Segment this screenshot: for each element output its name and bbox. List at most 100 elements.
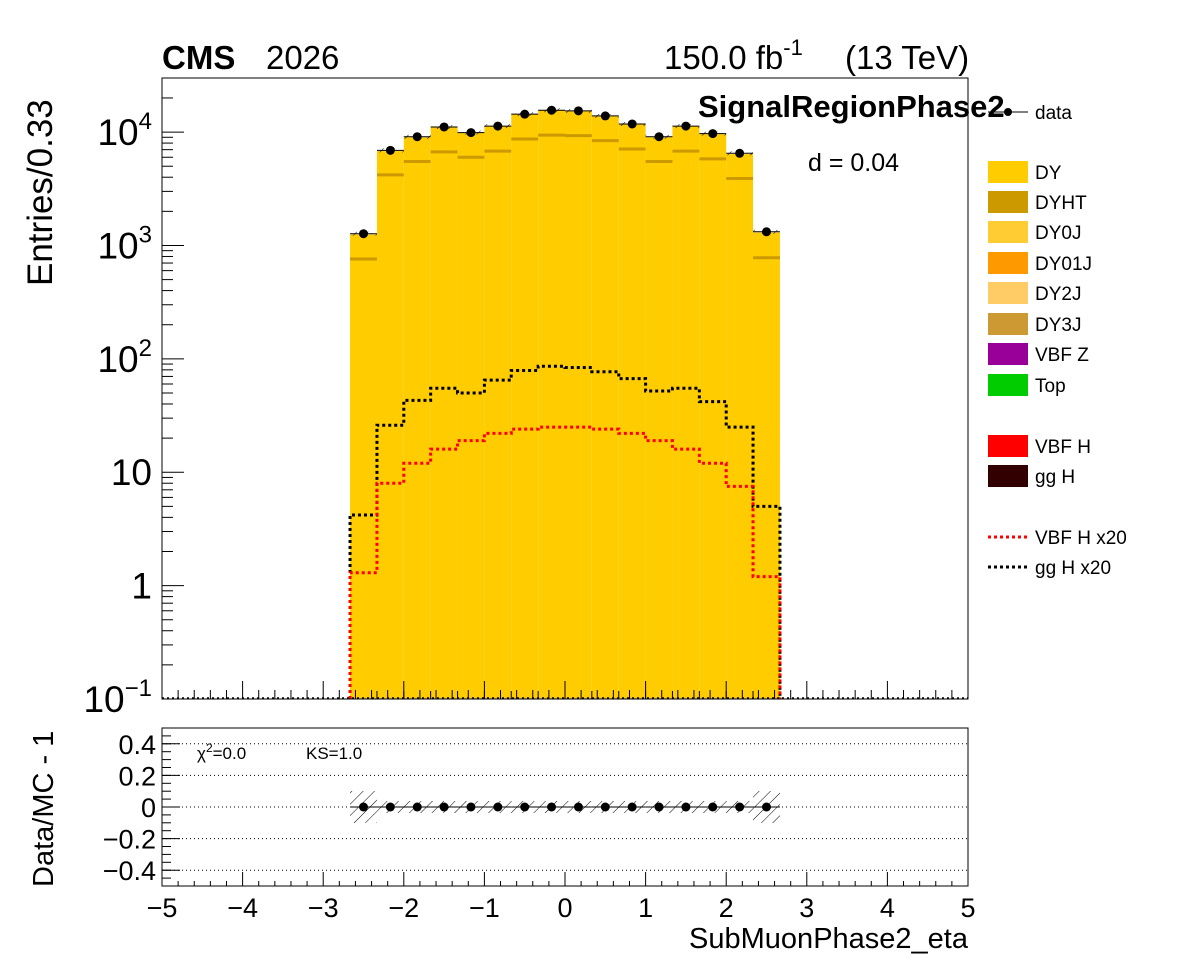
ratio-y-tick-label: −0.4 — [103, 856, 156, 886]
x-tick-label: −4 — [227, 893, 258, 923]
data-point — [520, 109, 530, 119]
data-point — [493, 121, 503, 131]
x-tick-label: 4 — [880, 893, 895, 923]
y-axis-title: Entries/0.33 — [21, 99, 60, 286]
dy-bar — [618, 124, 646, 699]
ratio-point — [439, 802, 449, 812]
x-tick-label: −5 — [147, 893, 178, 923]
legend-label: DY — [1035, 163, 1062, 184]
data-point — [681, 121, 691, 131]
data-point — [547, 105, 557, 115]
x-axis-title: SubMuonPhase2_eta — [689, 923, 969, 955]
legend-label: Top — [1035, 376, 1066, 397]
lumi-value: 150.0 fb — [664, 39, 783, 76]
ratio-point — [412, 802, 422, 812]
legend-swatch — [1004, 108, 1012, 116]
legend-swatch — [988, 221, 1028, 243]
data-point — [573, 106, 583, 116]
x-tick-label: 2 — [719, 893, 734, 923]
dy-bar — [699, 134, 727, 700]
y-tick-label: 10 — [111, 452, 152, 493]
d-value-label: d = 0.04 — [808, 149, 899, 177]
ratio-y-tick-label: 0 — [141, 793, 156, 823]
x-tick-label: −1 — [469, 893, 500, 923]
period-label: 2026 — [266, 39, 339, 76]
data-point — [735, 148, 745, 158]
y-tick-label: 102 — [97, 335, 152, 380]
legend-label: DYHT — [1035, 193, 1087, 214]
legend: data DY DYHT DY0J DY01J DY2J DY3J VBF Z Top VBF H… — [988, 103, 1127, 579]
y-tick-label: 1 — [131, 566, 152, 607]
data-point — [600, 111, 610, 121]
legend-label: gg H x20 — [1035, 558, 1111, 579]
ratio-point — [359, 802, 368, 812]
data-point — [654, 132, 664, 142]
chi2-label: χ2=0.0 — [197, 741, 246, 763]
vbf-h-x20-line — [348, 425, 782, 699]
ks-label: KS=1.0 — [306, 744, 362, 763]
x-tick-label: 5 — [960, 893, 975, 923]
data-point — [627, 119, 637, 129]
y-tick-label: 104 — [97, 108, 152, 153]
legend-swatch — [988, 465, 1028, 487]
legend-swatch — [988, 161, 1028, 183]
ratio-point — [735, 802, 745, 812]
ratio-point — [493, 802, 503, 812]
ratio-point — [708, 802, 718, 812]
ratio-point — [573, 802, 583, 812]
legend-label: DY3J — [1035, 315, 1081, 336]
dy-bar — [511, 114, 539, 699]
ratio-point — [466, 802, 476, 812]
lumi-label: 150.0 fb-1 — [664, 35, 803, 76]
legend-swatch — [988, 191, 1028, 213]
data-point — [385, 145, 395, 155]
dy-bar — [538, 110, 565, 699]
main-plot-layer — [162, 105, 968, 700]
ratio-point — [520, 802, 530, 812]
chi2-value: =0.0 — [213, 744, 247, 763]
ratio-y-axis-title: Data/MC - 1 — [28, 731, 60, 887]
dy-bar — [457, 133, 485, 699]
dy-bar — [430, 127, 458, 700]
data-point — [359, 229, 368, 239]
x-tick-label: −3 — [308, 893, 339, 923]
dy-bar — [645, 137, 673, 700]
chi2-exponent: 2 — [206, 741, 213, 755]
legend-label: data — [1035, 103, 1072, 124]
data-point — [708, 129, 718, 139]
y-tick-label: 10−1 — [83, 675, 152, 720]
x-tick-label: 1 — [638, 893, 653, 923]
ratio-point — [654, 802, 664, 812]
legend-swatch — [988, 374, 1028, 396]
chi2-symbol: χ — [197, 744, 206, 763]
dy-bar — [484, 126, 512, 699]
x-tick-label: 3 — [799, 893, 814, 923]
dy-bar — [350, 234, 377, 699]
lumi-exponent: -1 — [783, 35, 803, 60]
ratio-plot-layer — [162, 743, 968, 871]
experiment-label: CMS — [162, 39, 235, 76]
data-point — [412, 132, 422, 142]
legend-label: VBF H x20 — [1035, 528, 1127, 549]
legend-swatch — [988, 435, 1028, 457]
ratio-y-tick-label: 0.2 — [118, 761, 156, 791]
ratio-point — [681, 802, 691, 812]
ratio-y-tick-label: −0.2 — [103, 825, 156, 855]
legend-label: DY01J — [1035, 254, 1092, 275]
legend-label: DY2J — [1035, 284, 1081, 305]
data-point — [439, 122, 449, 132]
energy-label: (13 TeV) — [845, 39, 969, 76]
region-label: SignalRegionPhase2 — [698, 89, 1005, 124]
dy-bar — [565, 111, 592, 700]
legend-swatch — [988, 343, 1028, 365]
data-point — [762, 227, 771, 237]
ratio-point — [385, 802, 395, 812]
legend-swatch — [988, 313, 1028, 335]
legend-label: DY0J — [1035, 223, 1081, 244]
ratio-y-tick-label: 0.4 — [118, 730, 156, 760]
y-tick-label: 103 — [97, 221, 152, 266]
legend-label: VBF Z — [1035, 345, 1089, 366]
ratio-point — [762, 802, 771, 812]
dy-bar — [403, 137, 431, 700]
